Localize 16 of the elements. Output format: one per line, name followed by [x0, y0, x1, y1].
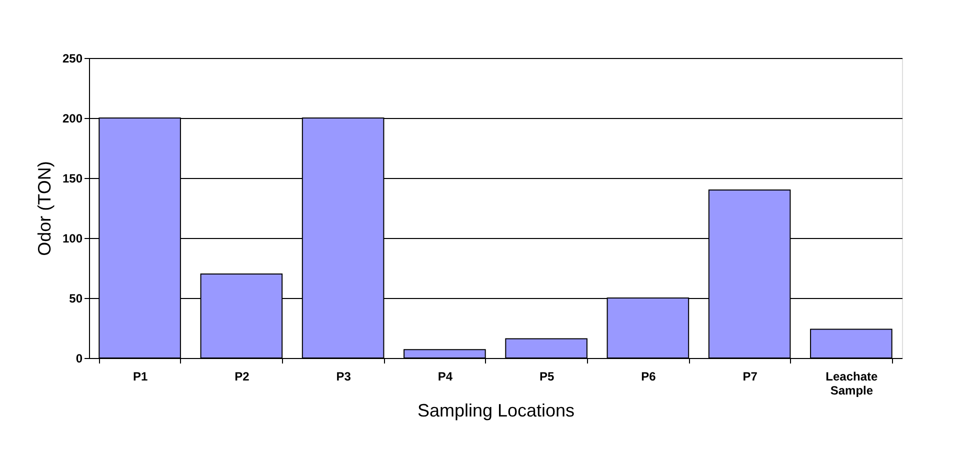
y-tick-label: 0: [76, 352, 83, 366]
x-tick-label: P3: [336, 370, 352, 384]
y-tick-label: 100: [62, 232, 83, 246]
x-tick-label: Leachate Sample: [826, 370, 878, 398]
x-tick-label: P7: [742, 370, 758, 384]
y-axis-title: Odor (TON): [34, 161, 54, 256]
x-tick-label: P1: [132, 370, 148, 384]
x-tick-label: P5: [539, 370, 554, 384]
x-tick-label: P4: [438, 370, 453, 384]
x-axis-title: Sampling Locations: [417, 400, 575, 420]
y-tick-label: 150: [62, 172, 83, 186]
x-tick-label: P2: [234, 370, 250, 384]
y-tick-label: 250: [62, 52, 83, 66]
x-tick-label: P6: [641, 370, 656, 384]
y-tick-label: 200: [62, 112, 83, 126]
y-tick-label: 50: [69, 292, 83, 306]
